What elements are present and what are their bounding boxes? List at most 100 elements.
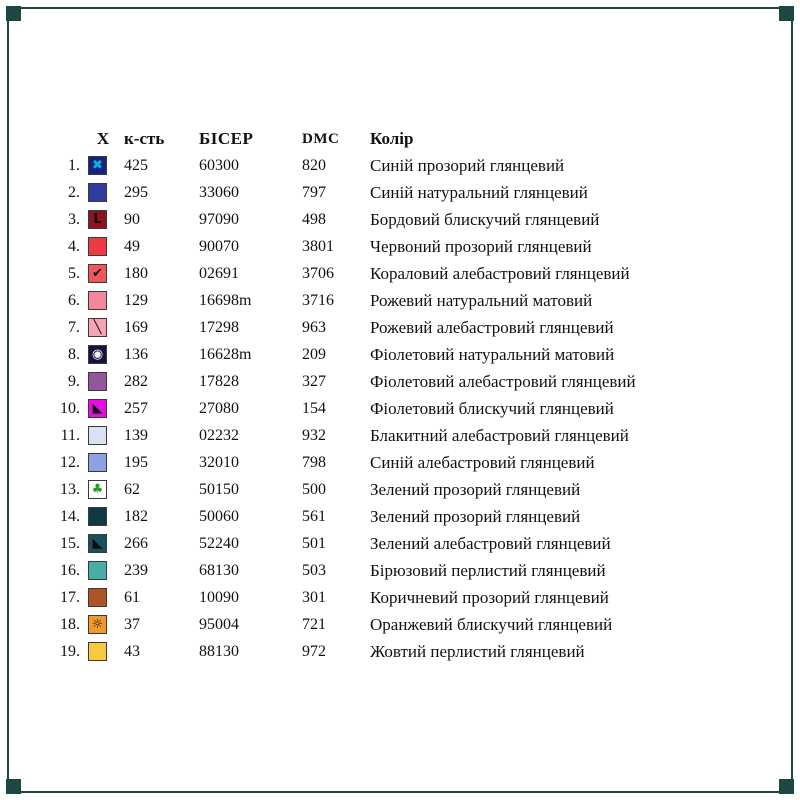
header-beads: БІСЕР	[199, 129, 254, 148]
dmc-code: 721	[302, 615, 326, 633]
header-color: Колір	[370, 129, 414, 148]
dmc-code: 301	[302, 588, 326, 606]
color-swatch: ╲	[88, 318, 107, 337]
bead-code: 50060	[199, 507, 239, 525]
stitch-symbol-icon: ◣	[92, 536, 103, 551]
color-swatch: ♣	[88, 480, 107, 499]
table-row: 18. ☼ 37 95004 721 Оранжевий блискучий г…	[52, 611, 752, 638]
color-swatch	[88, 426, 107, 445]
stitch-count: 43	[124, 642, 140, 660]
color-swatch	[88, 453, 107, 472]
row-number: 13.	[60, 480, 80, 498]
bead-code: 95004	[199, 615, 239, 633]
table-row: 5. ✔ 180 02691 3706 Кораловий алебастров…	[52, 260, 752, 287]
row-number: 2.	[68, 183, 80, 201]
dmc-code: 972	[302, 642, 326, 660]
stitch-symbol-icon: ♣	[91, 482, 104, 497]
stitch-count: 139	[124, 426, 148, 444]
dmc-code: 798	[302, 453, 326, 471]
color-swatch: ✖	[88, 156, 107, 175]
stitch-count: 61	[124, 588, 140, 606]
dmc-code: 797	[302, 183, 326, 201]
row-number: 5.	[68, 264, 80, 282]
row-number: 12.	[60, 453, 80, 471]
color-name: Рожевий натуральний матовий	[370, 290, 593, 310]
row-number: 8.	[68, 345, 80, 363]
table-row: 14. 182 50060 561 Зелений прозорий глянц…	[52, 503, 752, 530]
header-count: к-сть	[124, 129, 165, 148]
color-name: Жовтий перлистий глянцевий	[370, 641, 585, 661]
color-swatch: ◣	[88, 534, 107, 553]
table-row: 13. ♣ 62 50150 500 Зелений прозорий глян…	[52, 476, 752, 503]
stitch-count: 295	[124, 183, 148, 201]
row-number: 16.	[60, 561, 80, 579]
dmc-code: 209	[302, 345, 326, 363]
row-number: 9.	[68, 372, 80, 390]
color-name: Фіолетовий алебастровий глянцевий	[370, 371, 636, 391]
dmc-code: 963	[302, 318, 326, 336]
dmc-code: 327	[302, 372, 326, 390]
dmc-code: 3801	[302, 237, 334, 255]
color-name: Зелений алебастровий глянцевий	[370, 533, 611, 553]
color-swatch: ◉	[88, 345, 107, 364]
dmc-code: 3716	[302, 291, 334, 309]
color-name: Зелений прозорий глянцевий	[370, 506, 581, 526]
stitch-count: 180	[124, 264, 148, 282]
table-row: 11. 139 02232 932 Блакитний алебастровий…	[52, 422, 752, 449]
table-row: 9. 282 17828 327 Фіолетовий алебастровий…	[52, 368, 752, 395]
bead-code: 88130	[199, 642, 239, 660]
color-name: Бірюзовий перлистий глянцевий	[370, 560, 606, 580]
color-name: Синій натуральний глянцевий	[370, 182, 588, 202]
bead-code: 52240	[199, 534, 239, 552]
stitch-count: 195	[124, 453, 148, 471]
table-row: 17. 61 10090 301 Коричневий прозорий гля…	[52, 584, 752, 611]
stitch-count: 136	[124, 345, 148, 363]
row-number: 18.	[60, 615, 80, 633]
color-legend-table: X к-сть БІСЕР DMC Колір 1. ✖ 425 60300 8…	[52, 126, 752, 665]
dmc-code: 498	[302, 210, 326, 228]
table-row: 8. ◉ 136 16628m 209 Фіолетовий натуральн…	[52, 341, 752, 368]
bead-code: 60300	[199, 156, 239, 174]
color-name: Бордовий блискучий глянцевий	[370, 209, 600, 229]
color-name: Синій прозорий глянцевий	[370, 155, 565, 175]
dmc-code: 561	[302, 507, 326, 525]
bead-code: 10090	[199, 588, 239, 606]
stitch-symbol-icon: ✖	[92, 158, 103, 173]
color-name: Коричневий прозорий глянцевий	[370, 587, 609, 607]
color-name: Блакитний алебастровий глянцевий	[370, 425, 629, 445]
bead-code: 02691	[199, 264, 239, 282]
header-symbol: X	[96, 129, 110, 148]
stitch-count: 266	[124, 534, 148, 552]
stitch-count: 90	[124, 210, 140, 228]
row-number: 15.	[60, 534, 80, 552]
stitch-count: 239	[124, 561, 148, 579]
row-number: 14.	[60, 507, 80, 525]
bead-code: 02232	[199, 426, 239, 444]
dmc-code: 154	[302, 399, 326, 417]
row-number: 19.	[60, 642, 80, 660]
table-row: 2. 295 33060 797 Синій натуральний глянц…	[52, 179, 752, 206]
color-swatch	[88, 372, 107, 391]
color-swatch	[88, 642, 107, 661]
color-name: Кораловий алебастровий глянцевий	[370, 263, 630, 283]
frame-corner-bottom-right	[779, 779, 794, 794]
table-row: 16. 239 68130 503 Бірюзовий перлистий гл…	[52, 557, 752, 584]
header-dmc: DMC	[302, 130, 340, 147]
color-swatch	[88, 507, 107, 526]
table-row: 1. ✖ 425 60300 820 Синій прозорий глянце…	[52, 152, 752, 179]
row-number: 4.	[68, 237, 80, 255]
stitch-count: 129	[124, 291, 148, 309]
table-row: 10. ◣ 257 27080 154 Фіолетовий блискучий…	[52, 395, 752, 422]
bead-code: 68130	[199, 561, 239, 579]
color-swatch	[88, 183, 107, 202]
color-swatch	[88, 588, 107, 607]
color-swatch	[88, 561, 107, 580]
color-swatch: L	[88, 210, 107, 229]
row-number: 7.	[68, 318, 80, 336]
table-row: 7. ╲ 169 17298 963 Рожевий алебастровий …	[52, 314, 752, 341]
color-name: Зелений прозорий глянцевий	[370, 479, 581, 499]
table-row: 4. 49 90070 3801 Червоний прозорий глянц…	[52, 233, 752, 260]
stitch-symbol-icon: ◣	[92, 401, 103, 416]
bead-code: 27080	[199, 399, 239, 417]
color-name: Фіолетовий натуральний матовий	[370, 344, 615, 364]
